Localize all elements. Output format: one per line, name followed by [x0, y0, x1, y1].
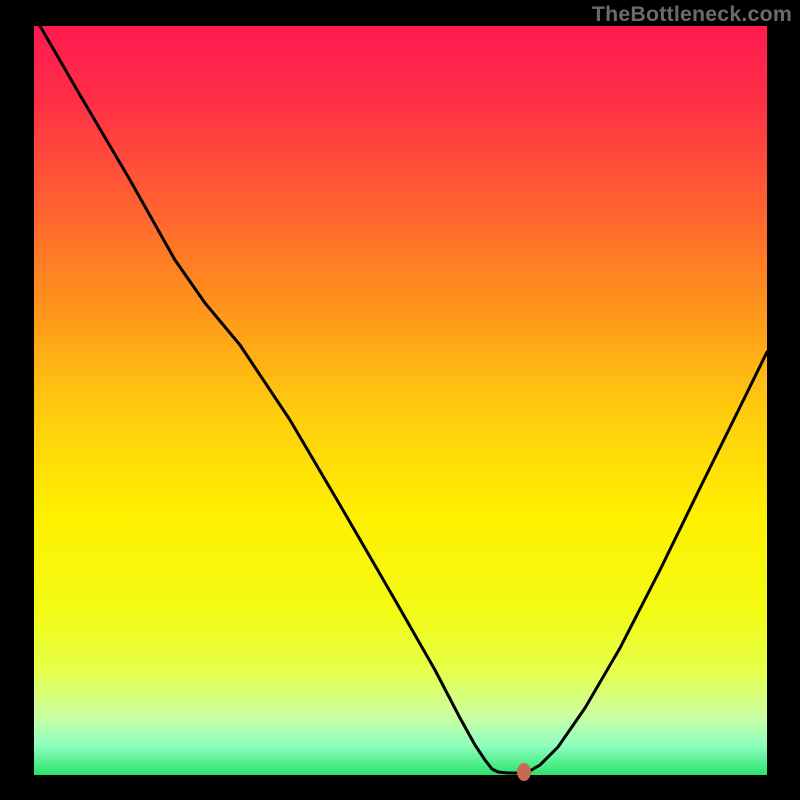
bottleneck-curve-chart	[0, 0, 800, 800]
chart-container: TheBottleneck.com	[0, 0, 800, 800]
optimal-point-marker	[517, 763, 531, 781]
watermark-text: TheBottleneck.com	[592, 2, 792, 27]
plot-background	[34, 26, 767, 775]
